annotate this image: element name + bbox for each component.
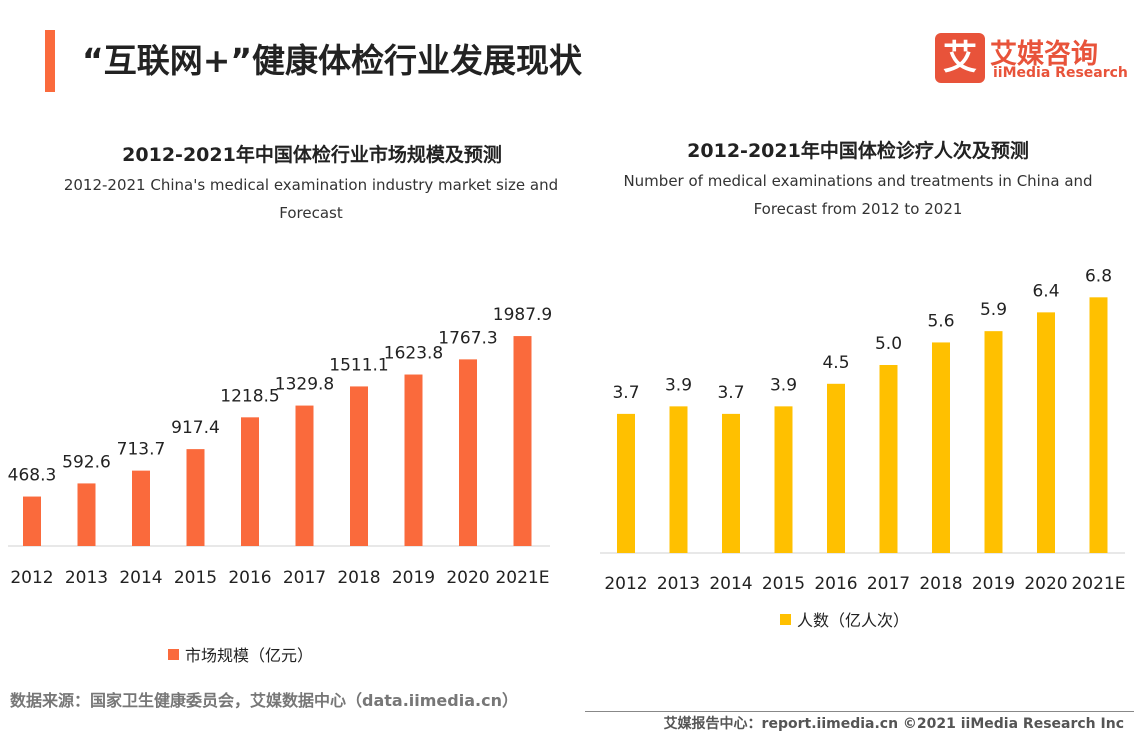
x-tick-label: 2018 <box>337 568 380 588</box>
data-label: 1218.5 <box>220 386 279 406</box>
data-label: 917.4 <box>171 418 220 438</box>
logo-cn: 艾媒咨询 <box>990 39 1098 70</box>
data-label: 4.5 <box>822 353 849 373</box>
chart-title: 2012-2021年中国体检诊疗人次及预测 <box>687 140 1029 162</box>
bar <box>132 470 150 546</box>
data-label: 1623.8 <box>384 344 443 364</box>
bar <box>186 449 205 546</box>
x-tick-label: 2012 <box>10 568 53 588</box>
x-tick-label: 2019 <box>972 574 1015 594</box>
bar <box>241 417 259 546</box>
chart-subtitle: Number of medical examinations and treat… <box>623 172 1093 218</box>
bar <box>350 386 368 546</box>
x-tick-label: 2013 <box>657 574 700 594</box>
x-tick-label: 2014 <box>119 568 162 588</box>
data-label: 6.8 <box>1085 266 1112 286</box>
bar <box>774 406 793 553</box>
x-tick-label: 2021E <box>1071 574 1125 594</box>
logo-mark: 艾 <box>935 33 985 83</box>
data-label: 5.6 <box>927 311 954 331</box>
legend-swatch <box>168 649 179 660</box>
data-label: 3.9 <box>665 375 692 395</box>
data-label: 713.7 <box>117 440 166 460</box>
data-label: 3.7 <box>612 383 639 403</box>
x-tick-label: 2017 <box>283 568 326 588</box>
bar <box>404 374 423 546</box>
x-tick-label: 2016 <box>814 574 857 594</box>
logo-en: iiMedia Research <box>993 65 1128 81</box>
x-tick-label: 2018 <box>919 574 962 594</box>
x-tick-label: 2016 <box>228 568 271 588</box>
bar <box>669 406 688 553</box>
bar <box>617 413 635 553</box>
bar <box>827 383 845 553</box>
data-label: 5.0 <box>875 334 902 354</box>
bar <box>932 342 950 553</box>
data-label: 3.9 <box>770 375 797 395</box>
legend-label: 市场规模（亿元） <box>185 646 313 665</box>
x-tick-label: 2017 <box>867 574 910 594</box>
chart-title: 2012-2021年中国体检行业市场规模及预测 <box>122 144 502 166</box>
x-tick-label: 2015 <box>174 568 217 588</box>
bar <box>23 496 41 546</box>
bar <box>77 483 96 546</box>
data-label: 3.7 <box>717 383 744 403</box>
bar <box>984 331 1003 553</box>
x-tick-label: 2020 <box>1024 574 1067 594</box>
bar <box>1089 297 1108 553</box>
data-label: 592.6 <box>62 452 111 472</box>
source-note: 数据来源：国家卫生健康委员会，艾媒数据中心（data.iimedia.cn） <box>10 691 518 710</box>
legend-swatch <box>780 614 791 625</box>
bar <box>295 405 314 546</box>
data-label: 1767.3 <box>438 328 497 348</box>
bar <box>879 365 898 553</box>
data-label: 5.9 <box>980 300 1007 320</box>
x-tick-label: 2012 <box>604 574 647 594</box>
page-title: “互联网+”健康体检行业发展现状 <box>82 41 583 80</box>
chart-subtitle: 2012-2021 China's medical examination in… <box>63 176 559 222</box>
bar <box>1037 312 1055 553</box>
x-tick-label: 2019 <box>392 568 435 588</box>
bar <box>513 336 532 546</box>
footer: 艾媒报告中心：report.iimedia.cn ©2021 iiMedia R… <box>663 716 1124 732</box>
bar <box>459 359 477 546</box>
x-tick-label: 2014 <box>709 574 752 594</box>
footer-rule <box>585 711 1134 712</box>
data-label: 1987.9 <box>493 305 552 325</box>
data-label: 6.4 <box>1032 281 1059 301</box>
legend-label: 人数（亿人次） <box>797 611 909 630</box>
x-tick-label: 2021E <box>495 568 549 588</box>
bar <box>722 413 740 553</box>
data-label: 1511.1 <box>329 355 388 375</box>
data-label: 1329.8 <box>275 375 334 395</box>
data-label: 468.3 <box>8 466 57 486</box>
x-tick-label: 2020 <box>446 568 489 588</box>
x-tick-label: 2013 <box>65 568 108 588</box>
title-accent <box>45 30 55 92</box>
x-tick-label: 2015 <box>762 574 805 594</box>
